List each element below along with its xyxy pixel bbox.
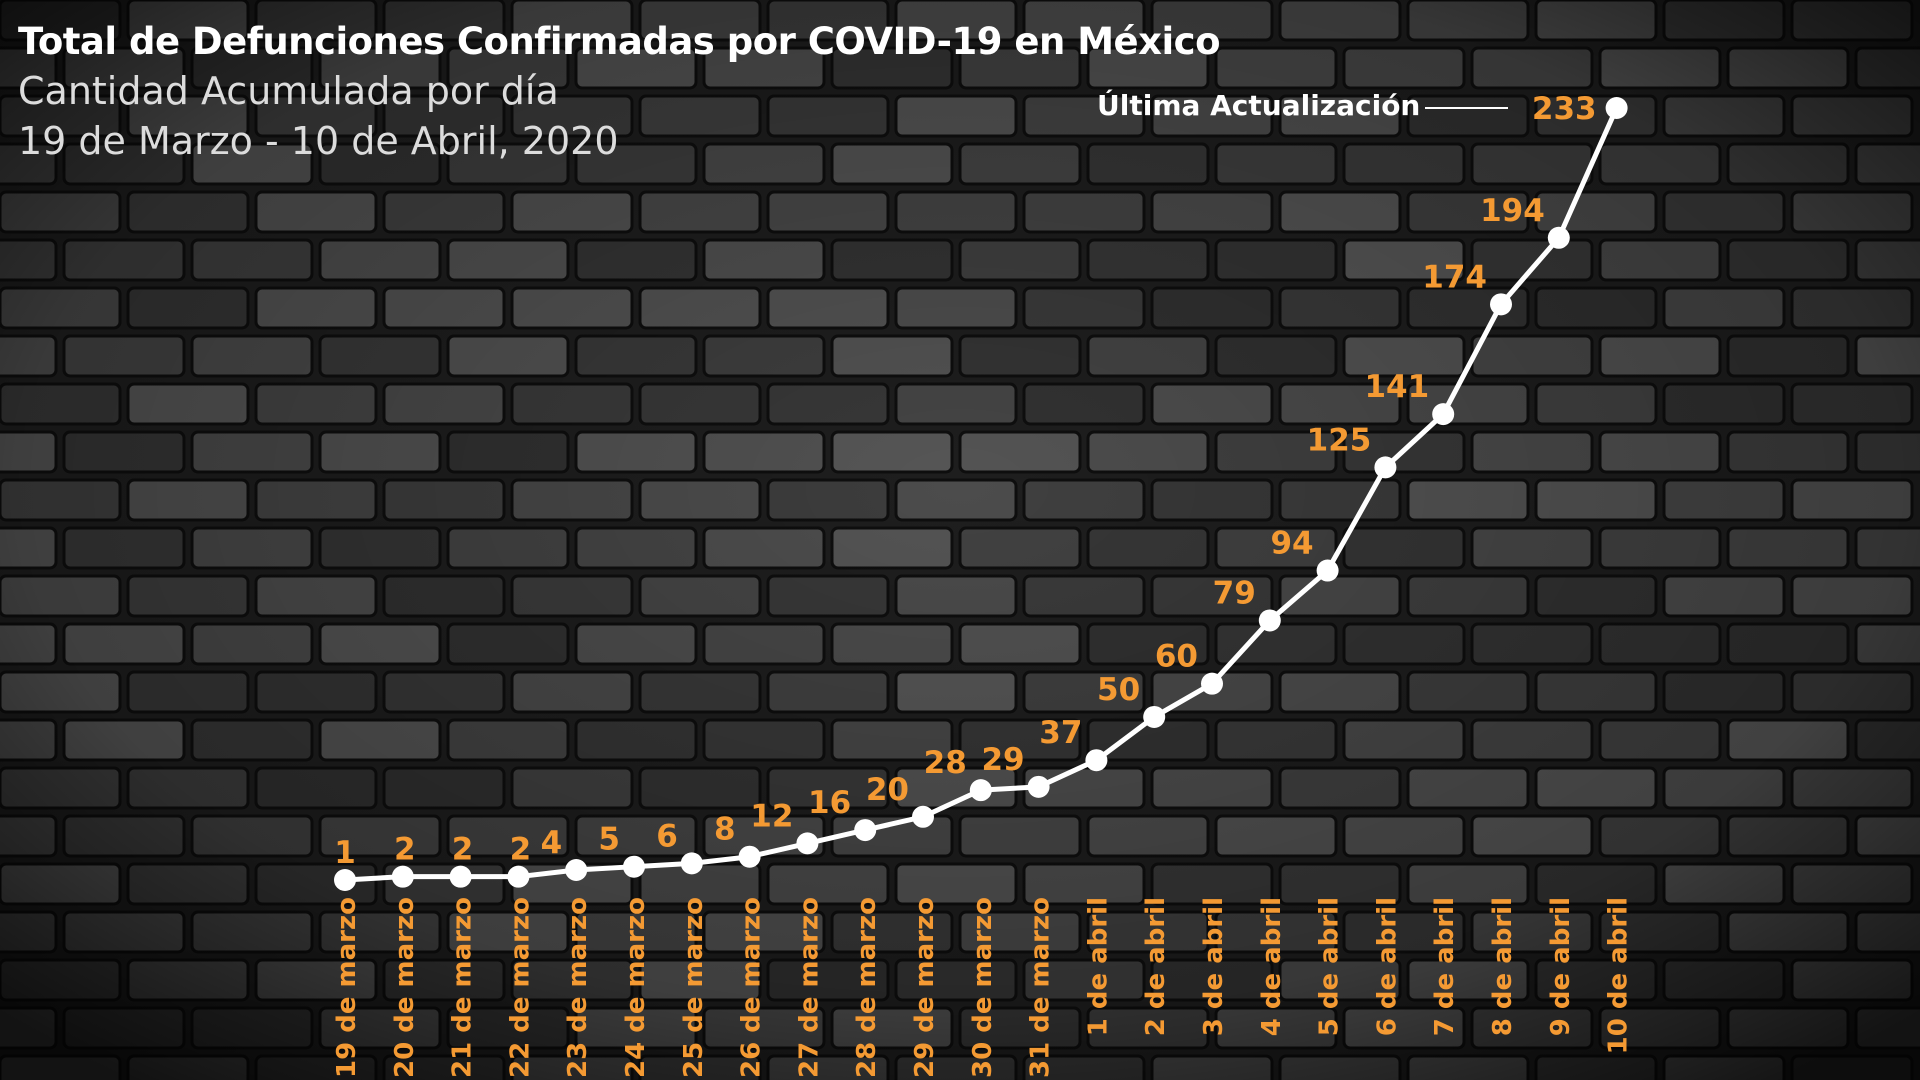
- x-tick-label: 23 de marzo: [563, 897, 593, 1078]
- data-point: [969, 779, 992, 802]
- x-tick-labels: 19 de marzo 20 de marzo 21 de marzo 22 de m…: [332, 897, 1634, 1078]
- chart-title: Total de Defunciones Confirmadas por COV…: [18, 20, 1221, 63]
- value-label: 60: [1155, 639, 1198, 675]
- value-label: 6: [656, 818, 678, 854]
- value-label: 29: [981, 742, 1024, 778]
- value-label: 233: [1532, 91, 1597, 127]
- value-label: 50: [1097, 672, 1140, 708]
- value-label: 2: [394, 832, 416, 868]
- x-tick-label: 25 de marzo: [679, 897, 709, 1078]
- data-point: [1374, 456, 1397, 479]
- data-point: [449, 865, 472, 888]
- data-point: [1201, 672, 1223, 695]
- value-label: 94: [1270, 526, 1313, 562]
- data-point: [738, 845, 761, 868]
- value-label: 5: [598, 822, 620, 858]
- data-point: [1316, 559, 1339, 582]
- x-tick-label: 1 de abril: [1083, 897, 1113, 1036]
- chart-header: Total de Defunciones Confirmadas por COV…: [18, 18, 1221, 166]
- x-tick-label: 24 de marzo: [621, 897, 651, 1078]
- chart-subtitle: Cantidad Acumulada por día: [18, 69, 559, 113]
- chart-date-range: 19 de Marzo - 10 de Abril, 2020: [18, 119, 619, 163]
- data-point: [565, 859, 588, 882]
- value-label: 28: [924, 745, 967, 781]
- data-point: [1258, 609, 1281, 632]
- data-point: [1490, 293, 1512, 316]
- x-tick-label: 21 de marzo: [448, 897, 478, 1078]
- value-label: 4: [541, 825, 563, 861]
- x-tick-label: 2 de abril: [1141, 897, 1171, 1036]
- x-tick-label: 8 de abril: [1488, 897, 1518, 1036]
- data-point: [912, 805, 934, 828]
- x-tick-label: 29 de marzo: [910, 897, 940, 1078]
- data-point: [334, 869, 356, 891]
- value-label: 37: [1039, 715, 1082, 751]
- value-label: 8: [714, 812, 736, 848]
- x-tick-label: 27 de marzo: [794, 897, 824, 1078]
- x-tick-label: 22 de marzo: [505, 897, 535, 1078]
- data-point: [1027, 775, 1050, 798]
- data-point: [1143, 705, 1166, 728]
- value-label: 12: [750, 798, 793, 834]
- value-label: 125: [1307, 422, 1372, 458]
- value-label: 79: [1213, 575, 1256, 611]
- data-point: [1432, 403, 1455, 426]
- data-point: [1605, 97, 1628, 119]
- x-tick-label: 28 de marzo: [852, 897, 882, 1078]
- x-tick-label: 3 de abril: [1199, 897, 1229, 1036]
- data-point: [1085, 749, 1108, 772]
- x-tick-label: 5 de abril: [1315, 897, 1345, 1036]
- x-tick-label: 6 de abril: [1372, 897, 1402, 1036]
- x-tick-label: 26 de marzo: [737, 897, 767, 1078]
- data-point: [507, 865, 530, 888]
- data-point: [680, 852, 703, 875]
- x-tick-label: 4 de abril: [1257, 897, 1287, 1036]
- value-label: 141: [1364, 369, 1429, 405]
- x-tick-label: 20 de marzo: [390, 897, 420, 1078]
- data-point: [1547, 226, 1570, 249]
- x-tick-label: 19 de marzo: [332, 897, 362, 1078]
- value-label: 174: [1422, 259, 1487, 295]
- value-label: 194: [1480, 193, 1545, 229]
- value-label: 1: [334, 835, 356, 871]
- x-tick-label: 9 de abril: [1546, 897, 1576, 1036]
- data-point: [854, 819, 877, 842]
- x-tick-label: 30 de marzo: [968, 897, 998, 1078]
- series-markers: [334, 97, 1628, 891]
- value-label: 16: [808, 785, 851, 821]
- value-label: 20: [866, 772, 909, 808]
- value-label: 2: [452, 832, 474, 868]
- data-point: [623, 855, 645, 878]
- data-point: [796, 832, 819, 855]
- x-tick-label: 31 de marzo: [1026, 897, 1056, 1078]
- x-tick-label: 10 de abril: [1604, 897, 1634, 1054]
- value-label: 2: [510, 832, 532, 868]
- annotation-label: Última Actualización: [1097, 89, 1421, 122]
- data-point: [391, 865, 414, 888]
- x-tick-label: 7 de abril: [1430, 897, 1460, 1036]
